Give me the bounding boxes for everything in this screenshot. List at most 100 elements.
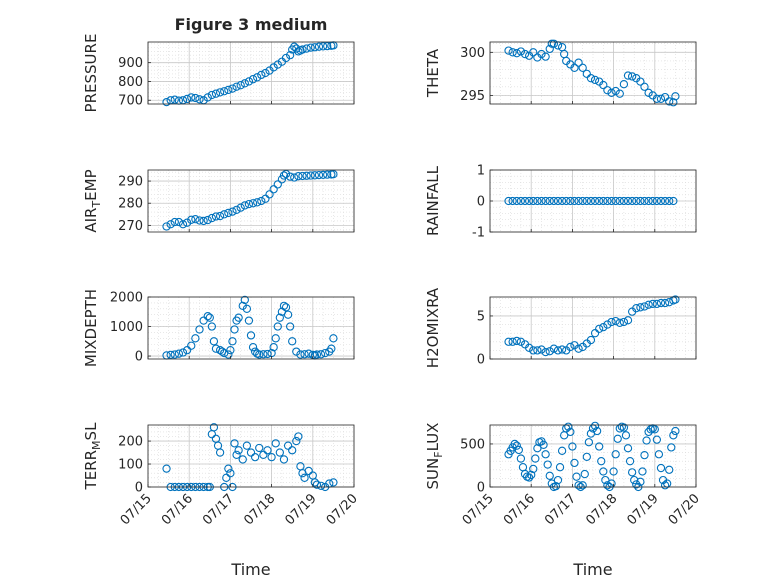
data-point [566,196,575,206]
data-point [253,73,262,82]
data-point [644,88,653,97]
data-point [607,317,616,327]
data-point [578,481,587,490]
data-point [636,303,645,312]
data-point [524,343,534,352]
data-point [516,337,526,346]
data-point [545,347,554,356]
data-point [302,44,311,53]
data-point [652,94,662,103]
data-point [570,63,579,72]
data-point [283,441,293,450]
data-point [529,346,538,355]
data-point [516,196,526,206]
data-point [273,60,282,69]
data-point [545,196,554,206]
data-point [568,442,577,451]
data-point [632,480,641,489]
data-point [269,185,278,194]
data-point [611,196,620,206]
y-axis-label: AIRTEMP [82,169,103,232]
data-point [207,90,217,100]
data-point [310,478,320,487]
data-point [514,445,523,455]
data-point [312,480,322,489]
data-point [553,475,563,485]
data-point [601,475,610,485]
data-point [611,450,620,459]
panel-air_temp: 270 280 290 AIRTEMP [82,169,355,234]
data-point [199,216,208,226]
data-point [623,444,633,453]
data-point [667,443,676,452]
data-point [632,304,641,313]
data-point [541,196,550,206]
y-tick-label: 100 [118,458,143,473]
data-point [537,196,546,206]
y-tick-label: 900 [118,56,143,71]
data-point [253,198,262,207]
data-point [300,473,309,482]
data-point [306,171,315,180]
data-point [512,196,521,206]
data-point [619,80,629,89]
data-point [660,298,670,308]
data-point [640,196,649,206]
data-point [226,345,235,355]
data-point [615,89,624,98]
data-point [244,199,254,209]
data-point [248,75,258,84]
data-point [207,213,217,223]
data-point [549,196,559,206]
data-point [292,347,301,356]
data-point [182,94,192,104]
data-point [656,94,666,103]
data-point [238,455,247,464]
y-tick-label: 0 [135,350,143,365]
y-tick-label: 0 [477,481,485,496]
data-point [316,350,326,359]
data-point [209,337,219,346]
data-point [271,334,280,343]
data-point [557,345,567,354]
data-point [242,441,252,450]
data-point [178,348,188,357]
data-point [257,70,266,80]
data-point [669,196,678,206]
data-point [512,336,521,346]
data-point [619,423,629,432]
data-point [329,478,338,487]
data-point [203,93,212,102]
data-point [296,350,305,359]
data-point [656,196,666,206]
data-point [248,343,258,352]
data-point [613,434,622,443]
data-point [578,63,587,72]
y-axis-label: MIXDEPTH [82,289,100,367]
data-point [323,41,332,51]
data-point [504,46,513,55]
data-point [632,196,641,206]
data-point [580,469,589,479]
data-point [586,335,596,345]
data-point [195,216,204,225]
data-point [524,473,534,482]
data-point [557,446,567,455]
data-point [531,454,540,463]
data-point [640,450,649,460]
data-point [257,196,266,206]
y-tick-label: 5 [477,309,485,324]
data-point [304,466,313,476]
axes-box [489,424,697,488]
data-point [232,205,241,215]
panel-mixdepth: 0 1000 2000 MIXDEPTH [82,289,355,367]
y-tick-label: 1000 [110,320,143,335]
data-point [321,348,330,358]
data-point [290,42,299,51]
y-tick-label: 0 [135,481,143,496]
axes-box [147,296,355,360]
data-point [304,349,313,358]
data-point [290,173,299,182]
data-point [603,196,612,206]
